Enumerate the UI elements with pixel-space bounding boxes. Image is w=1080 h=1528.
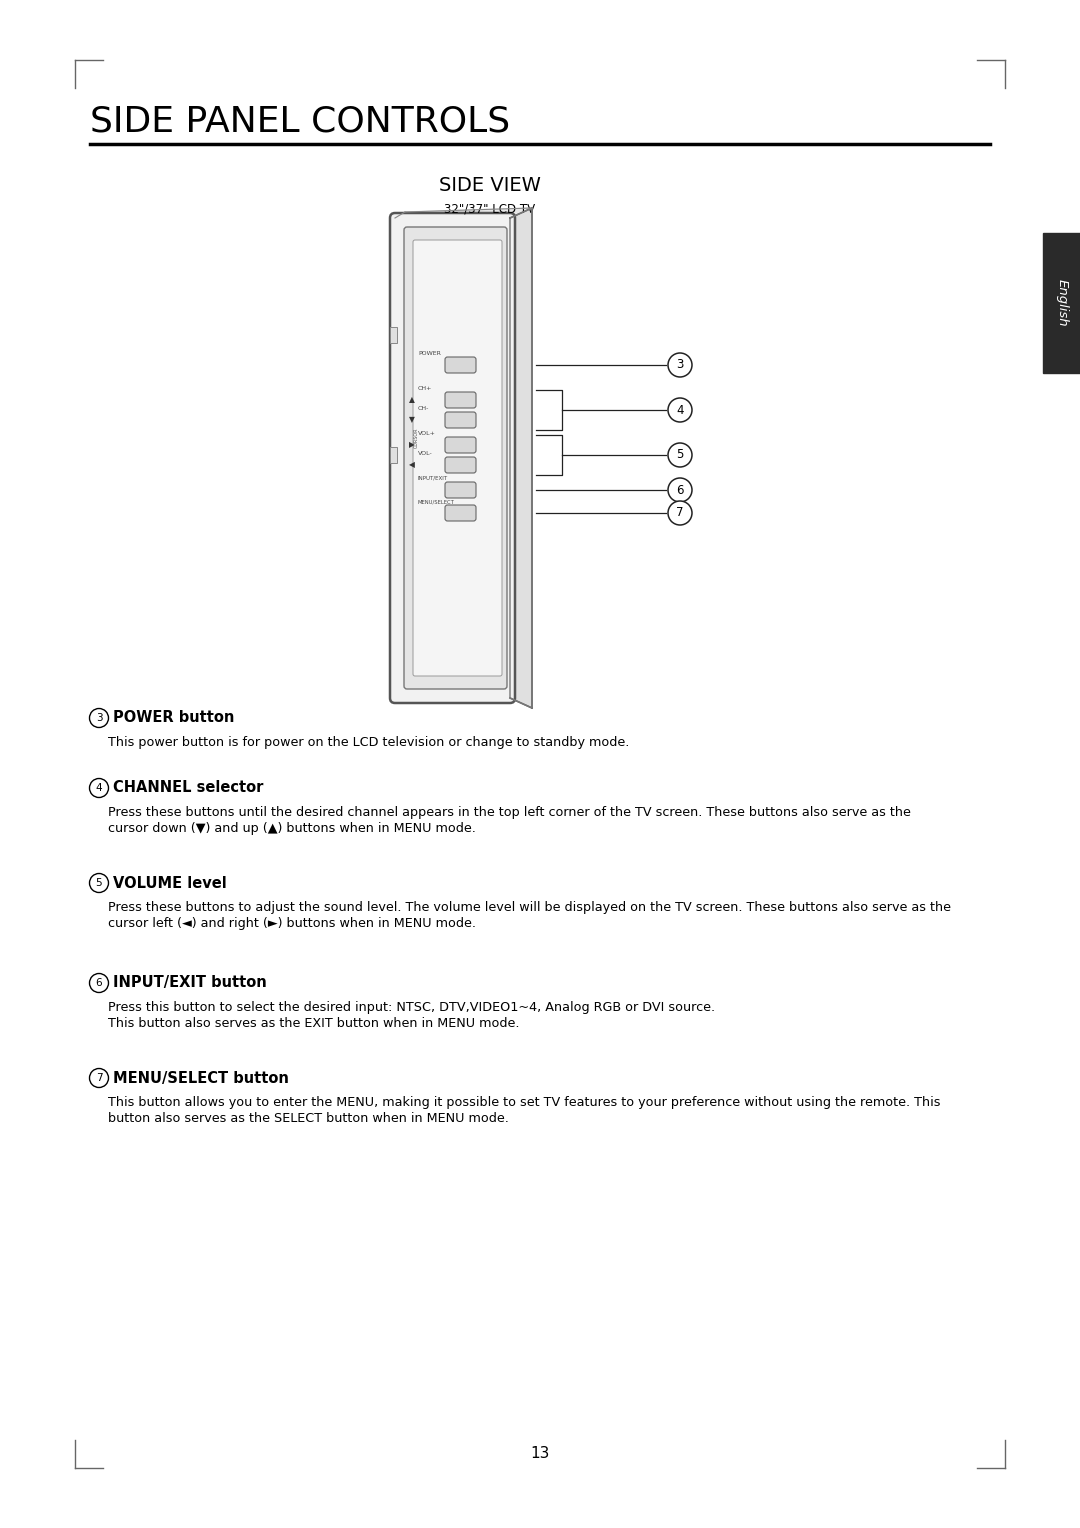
Text: 13: 13 <box>530 1445 550 1461</box>
Text: button also serves as the SELECT button when in MENU mode.: button also serves as the SELECT button … <box>108 1112 509 1125</box>
Circle shape <box>90 709 108 727</box>
Text: INPUT/EXIT button: INPUT/EXIT button <box>113 975 267 990</box>
Text: Press these buttons to adjust the sound level. The volume level will be displaye: Press these buttons to adjust the sound … <box>108 902 951 914</box>
Text: 5: 5 <box>96 879 103 888</box>
Text: 5: 5 <box>676 449 684 461</box>
Text: Press these buttons until the desired channel appears in the top left corner of : Press these buttons until the desired ch… <box>108 805 910 819</box>
Text: CHANNEL selector: CHANNEL selector <box>113 781 264 796</box>
Text: MENU/SELECT: MENU/SELECT <box>418 500 455 504</box>
Text: SIDE VIEW: SIDE VIEW <box>440 176 541 196</box>
Text: 6: 6 <box>96 978 103 989</box>
Text: ◀: ◀ <box>409 460 415 469</box>
Text: Press this button to select the desired input: NTSC, DTV,VIDEO1~4, Analog RGB or: Press this button to select the desired … <box>108 1001 715 1015</box>
FancyBboxPatch shape <box>390 212 515 703</box>
Circle shape <box>669 397 692 422</box>
FancyBboxPatch shape <box>445 437 476 452</box>
Text: CURSOR: CURSOR <box>414 428 419 448</box>
Text: ▶: ▶ <box>409 440 415 449</box>
FancyBboxPatch shape <box>445 358 476 373</box>
Text: 4: 4 <box>676 403 684 417</box>
Text: ▼: ▼ <box>409 416 415 425</box>
FancyBboxPatch shape <box>445 504 476 521</box>
Circle shape <box>669 353 692 377</box>
FancyBboxPatch shape <box>445 413 476 428</box>
Text: POWER: POWER <box>418 351 441 356</box>
FancyBboxPatch shape <box>404 228 507 689</box>
Text: INPUT/EXIT: INPUT/EXIT <box>418 477 448 481</box>
Circle shape <box>90 778 108 798</box>
Text: 3: 3 <box>96 714 103 723</box>
Text: English: English <box>1055 280 1068 327</box>
FancyBboxPatch shape <box>445 393 476 408</box>
Text: MENU/SELECT button: MENU/SELECT button <box>113 1071 288 1085</box>
Polygon shape <box>395 208 532 219</box>
Circle shape <box>90 1068 108 1088</box>
Text: 7: 7 <box>96 1073 103 1083</box>
Bar <box>390 448 397 463</box>
FancyBboxPatch shape <box>445 457 476 474</box>
Polygon shape <box>510 208 532 707</box>
Text: VOL-: VOL- <box>418 451 433 455</box>
Text: 7: 7 <box>676 506 684 520</box>
Text: CH+: CH+ <box>418 387 432 391</box>
FancyBboxPatch shape <box>413 240 502 675</box>
Text: This button allows you to enter the MENU, making it possible to set TV features : This button allows you to enter the MENU… <box>108 1096 941 1109</box>
Bar <box>1043 232 1080 373</box>
Text: cursor down (▼) and up (▲) buttons when in MENU mode.: cursor down (▼) and up (▲) buttons when … <box>108 822 476 834</box>
Bar <box>390 327 397 342</box>
Text: This button also serves as the EXIT button when in MENU mode.: This button also serves as the EXIT butt… <box>108 1018 519 1030</box>
Text: ▲: ▲ <box>409 396 415 405</box>
Text: cursor left (◄) and right (►) buttons when in MENU mode.: cursor left (◄) and right (►) buttons wh… <box>108 917 476 931</box>
Circle shape <box>669 443 692 468</box>
FancyBboxPatch shape <box>445 481 476 498</box>
Circle shape <box>90 973 108 993</box>
Circle shape <box>90 874 108 892</box>
Circle shape <box>669 501 692 526</box>
Circle shape <box>669 478 692 503</box>
Text: 6: 6 <box>676 483 684 497</box>
Text: 32"/37" LCD TV: 32"/37" LCD TV <box>445 202 536 215</box>
Text: POWER button: POWER button <box>113 711 234 726</box>
Text: SIDE PANEL CONTROLS: SIDE PANEL CONTROLS <box>90 104 510 138</box>
Text: This power button is for power on the LCD television or change to standby mode.: This power button is for power on the LC… <box>108 736 630 749</box>
Text: CH-: CH- <box>418 406 430 411</box>
Text: VOLUME level: VOLUME level <box>113 876 227 891</box>
Text: 3: 3 <box>676 359 684 371</box>
Text: 4: 4 <box>96 782 103 793</box>
Text: VOL+: VOL+ <box>418 431 436 435</box>
